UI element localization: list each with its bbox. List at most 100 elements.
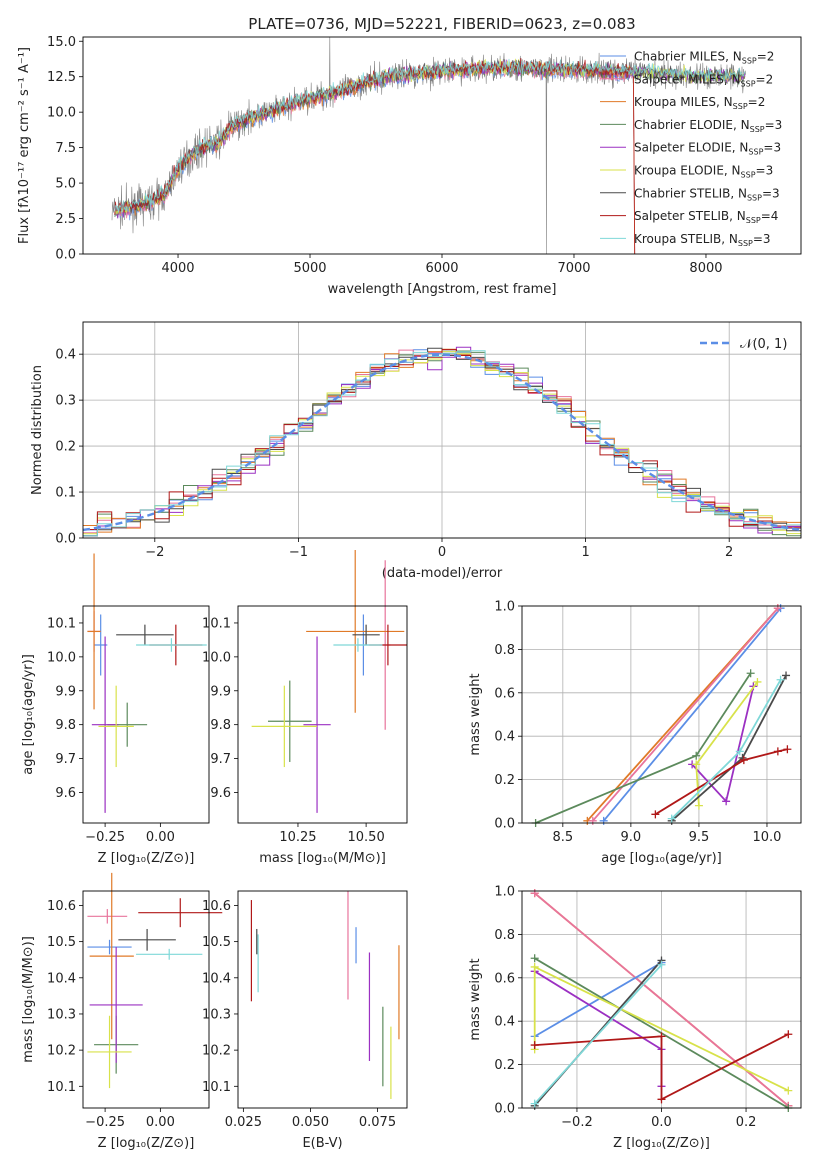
- mass-Z-panel: −0.25 0.00 10.1 10.2 10.3 10.4 10.5 10.6 Z [log₁…: [21, 872, 223, 1151]
- weight-point: [776, 675, 785, 684]
- y-tick-label: 0.6: [494, 686, 515, 701]
- y-tick-label: 15.0: [47, 35, 76, 50]
- age-mass-panel: 10.25 10.50 9.6 9.7 9.8 9.9 10.0 10.1 mass [log₁…: [202, 550, 408, 866]
- legend-label: Chabrier STELIB, N: [634, 186, 747, 200]
- spectrum-lines: [111, 37, 746, 254]
- y-tick-label: 10.1: [202, 1080, 231, 1095]
- y-tick-label: 9.9: [55, 684, 76, 699]
- x-tick-label: 7000: [557, 261, 590, 276]
- weight-series-6: [671, 674, 787, 822]
- y-axis-label: Normed distribution: [30, 365, 45, 495]
- y-tick-label: 9.6: [55, 786, 76, 801]
- legend-sub: SSP: [748, 148, 763, 157]
- y-tick-label: 10.0: [47, 106, 76, 121]
- y-tick-label: 10.1: [47, 1080, 76, 1095]
- weight-age-panel: 8.5 9.0 9.5 10.0 0.0 0.2 0.4 0.6 0.8 1.0 age [log₁…: [468, 600, 802, 866]
- legend-label: Salpeter STELIB, N: [634, 209, 746, 223]
- x-tick-label: 0.00: [146, 1115, 175, 1130]
- legend-sub: SSP: [741, 171, 756, 180]
- x-tick-label: 8000: [689, 261, 722, 276]
- legend-entry: Chabrier MILES, NSSP=2: [634, 50, 774, 66]
- weight-point: [783, 745, 792, 754]
- weight-point: [753, 677, 762, 686]
- y-tick-label: 0.2: [494, 1058, 515, 1073]
- y-tick-label: 0.4: [55, 348, 76, 363]
- weight-point: [530, 889, 539, 898]
- y-tick-label: 0.4: [494, 1015, 515, 1030]
- legend-entry: Salpeter ELODIE, NSSP=3: [634, 141, 781, 157]
- plot-frame: [82, 890, 210, 1109]
- y-tick-label: 9.6: [210, 786, 231, 801]
- legend-entry: Kroupa ELODIE, NSSP=3: [634, 164, 773, 180]
- y-tick-label: 0.0: [55, 248, 76, 263]
- x-axis-label: Z [log₁₀(Z/Z⊙)]: [613, 1136, 710, 1151]
- y-tick-label: 10.0: [202, 650, 231, 665]
- weight-point: [735, 747, 744, 756]
- y-tick-label: 0.1: [55, 486, 76, 501]
- x-tick-label: 10.50: [348, 830, 385, 845]
- weight-point: [530, 1099, 539, 1108]
- x-tick-label: −2: [145, 545, 164, 560]
- legend-value: =2: [748, 95, 766, 109]
- weight-point: [694, 801, 703, 810]
- y-tick-label: 10.3: [47, 1007, 76, 1022]
- weight-point: [773, 604, 782, 613]
- y-tick-label: 9.8: [55, 718, 76, 733]
- weight-point: [657, 960, 666, 969]
- weight-series-8: [534, 964, 663, 1105]
- legend-value: =3: [756, 164, 774, 178]
- y-tick-label: 1.0: [494, 600, 515, 615]
- y-tick-label: 10.0: [47, 650, 76, 665]
- weight-point: [657, 1032, 666, 1041]
- y-tick-label: 0.0: [494, 1102, 515, 1117]
- y-tick-label: 10.6: [47, 899, 76, 914]
- y-tick-label: 0.0: [494, 817, 515, 832]
- residual-histogram-8: [83, 350, 801, 537]
- spectrum-panel: 4000 5000 6000 7000 8000 0.0 2.5 5.0 7.5 10.0 12.5…: [17, 15, 802, 297]
- age-Z-panel: −0.25 0.00 9.6 9.7 9.8 9.9 10.0 10.1 Z [log₁₀(Z/…: [21, 553, 210, 866]
- y-axis-label: Flux [fλ10⁻¹⁷ erg cm⁻² s⁻¹ A⁻¹]: [17, 47, 32, 244]
- y-tick-label: 12.5: [47, 70, 76, 85]
- legend-value: =3: [763, 141, 781, 155]
- model-spectrum-0: [114, 64, 636, 254]
- x-tick-label: 4000: [161, 261, 194, 276]
- x-axis-label: age [log₁₀(age/yr)]: [601, 851, 722, 866]
- y-tick-label: 9.9: [210, 684, 231, 699]
- mass-EBV-panel: 0.025 0.050 0.075 10.1 10.2 10.3 10.4 10.5 10.6 E…: [202, 890, 408, 1151]
- legend-sub: SSP: [746, 216, 761, 225]
- plot-frame: [82, 321, 802, 539]
- weight-point: [692, 751, 701, 760]
- weight-point: [530, 962, 539, 971]
- legend-value: =4: [761, 209, 779, 223]
- x-tick-label: 0.00: [146, 830, 175, 845]
- weight-point: [530, 1041, 539, 1050]
- y-tick-label: 2.5: [55, 212, 76, 227]
- legend-label: Salpeter MILES, N: [634, 72, 741, 86]
- x-tick-label: 9.5: [689, 830, 710, 845]
- x-tick-label: 0.050: [292, 1115, 329, 1130]
- weight-point: [746, 669, 755, 678]
- legend-entry: Salpeter MILES, NSSP=2: [634, 72, 773, 88]
- y-tick-label: 10.4: [202, 971, 231, 986]
- legend-value: =2: [756, 72, 774, 86]
- x-axis-label: Z [log₁₀(Z/Z⊙)]: [98, 1136, 195, 1151]
- weight-point: [530, 954, 539, 963]
- x-tick-label: 6000: [425, 261, 458, 276]
- x-tick-label: 2: [725, 545, 733, 560]
- x-tick-label: 9.0: [621, 830, 642, 845]
- legend-entry: Kroupa STELIB, NSSP=3: [634, 232, 771, 248]
- x-tick-label: 0.0: [651, 1115, 672, 1130]
- x-tick-label: −0.2: [561, 1115, 593, 1130]
- weight-point: [588, 816, 597, 825]
- x-tick-label: 0.075: [359, 1115, 396, 1130]
- chart-title: PLATE=0736, MJD=52221, FIBERID=0623, z=0…: [248, 15, 635, 33]
- legend-sub: SSP: [741, 79, 756, 88]
- weight-Z-panel: −0.2 0.0 0.2 0.0 0.2 0.4 0.6 0.8 1.0 Z [log₁₀(Z/Z…: [468, 885, 802, 1151]
- x-tick-label: 5000: [293, 261, 326, 276]
- y-tick-label: 0.2: [55, 440, 76, 455]
- weight-point: [782, 671, 791, 680]
- x-tick-label: −1: [289, 545, 308, 560]
- x-tick-label: 10.0: [752, 830, 781, 845]
